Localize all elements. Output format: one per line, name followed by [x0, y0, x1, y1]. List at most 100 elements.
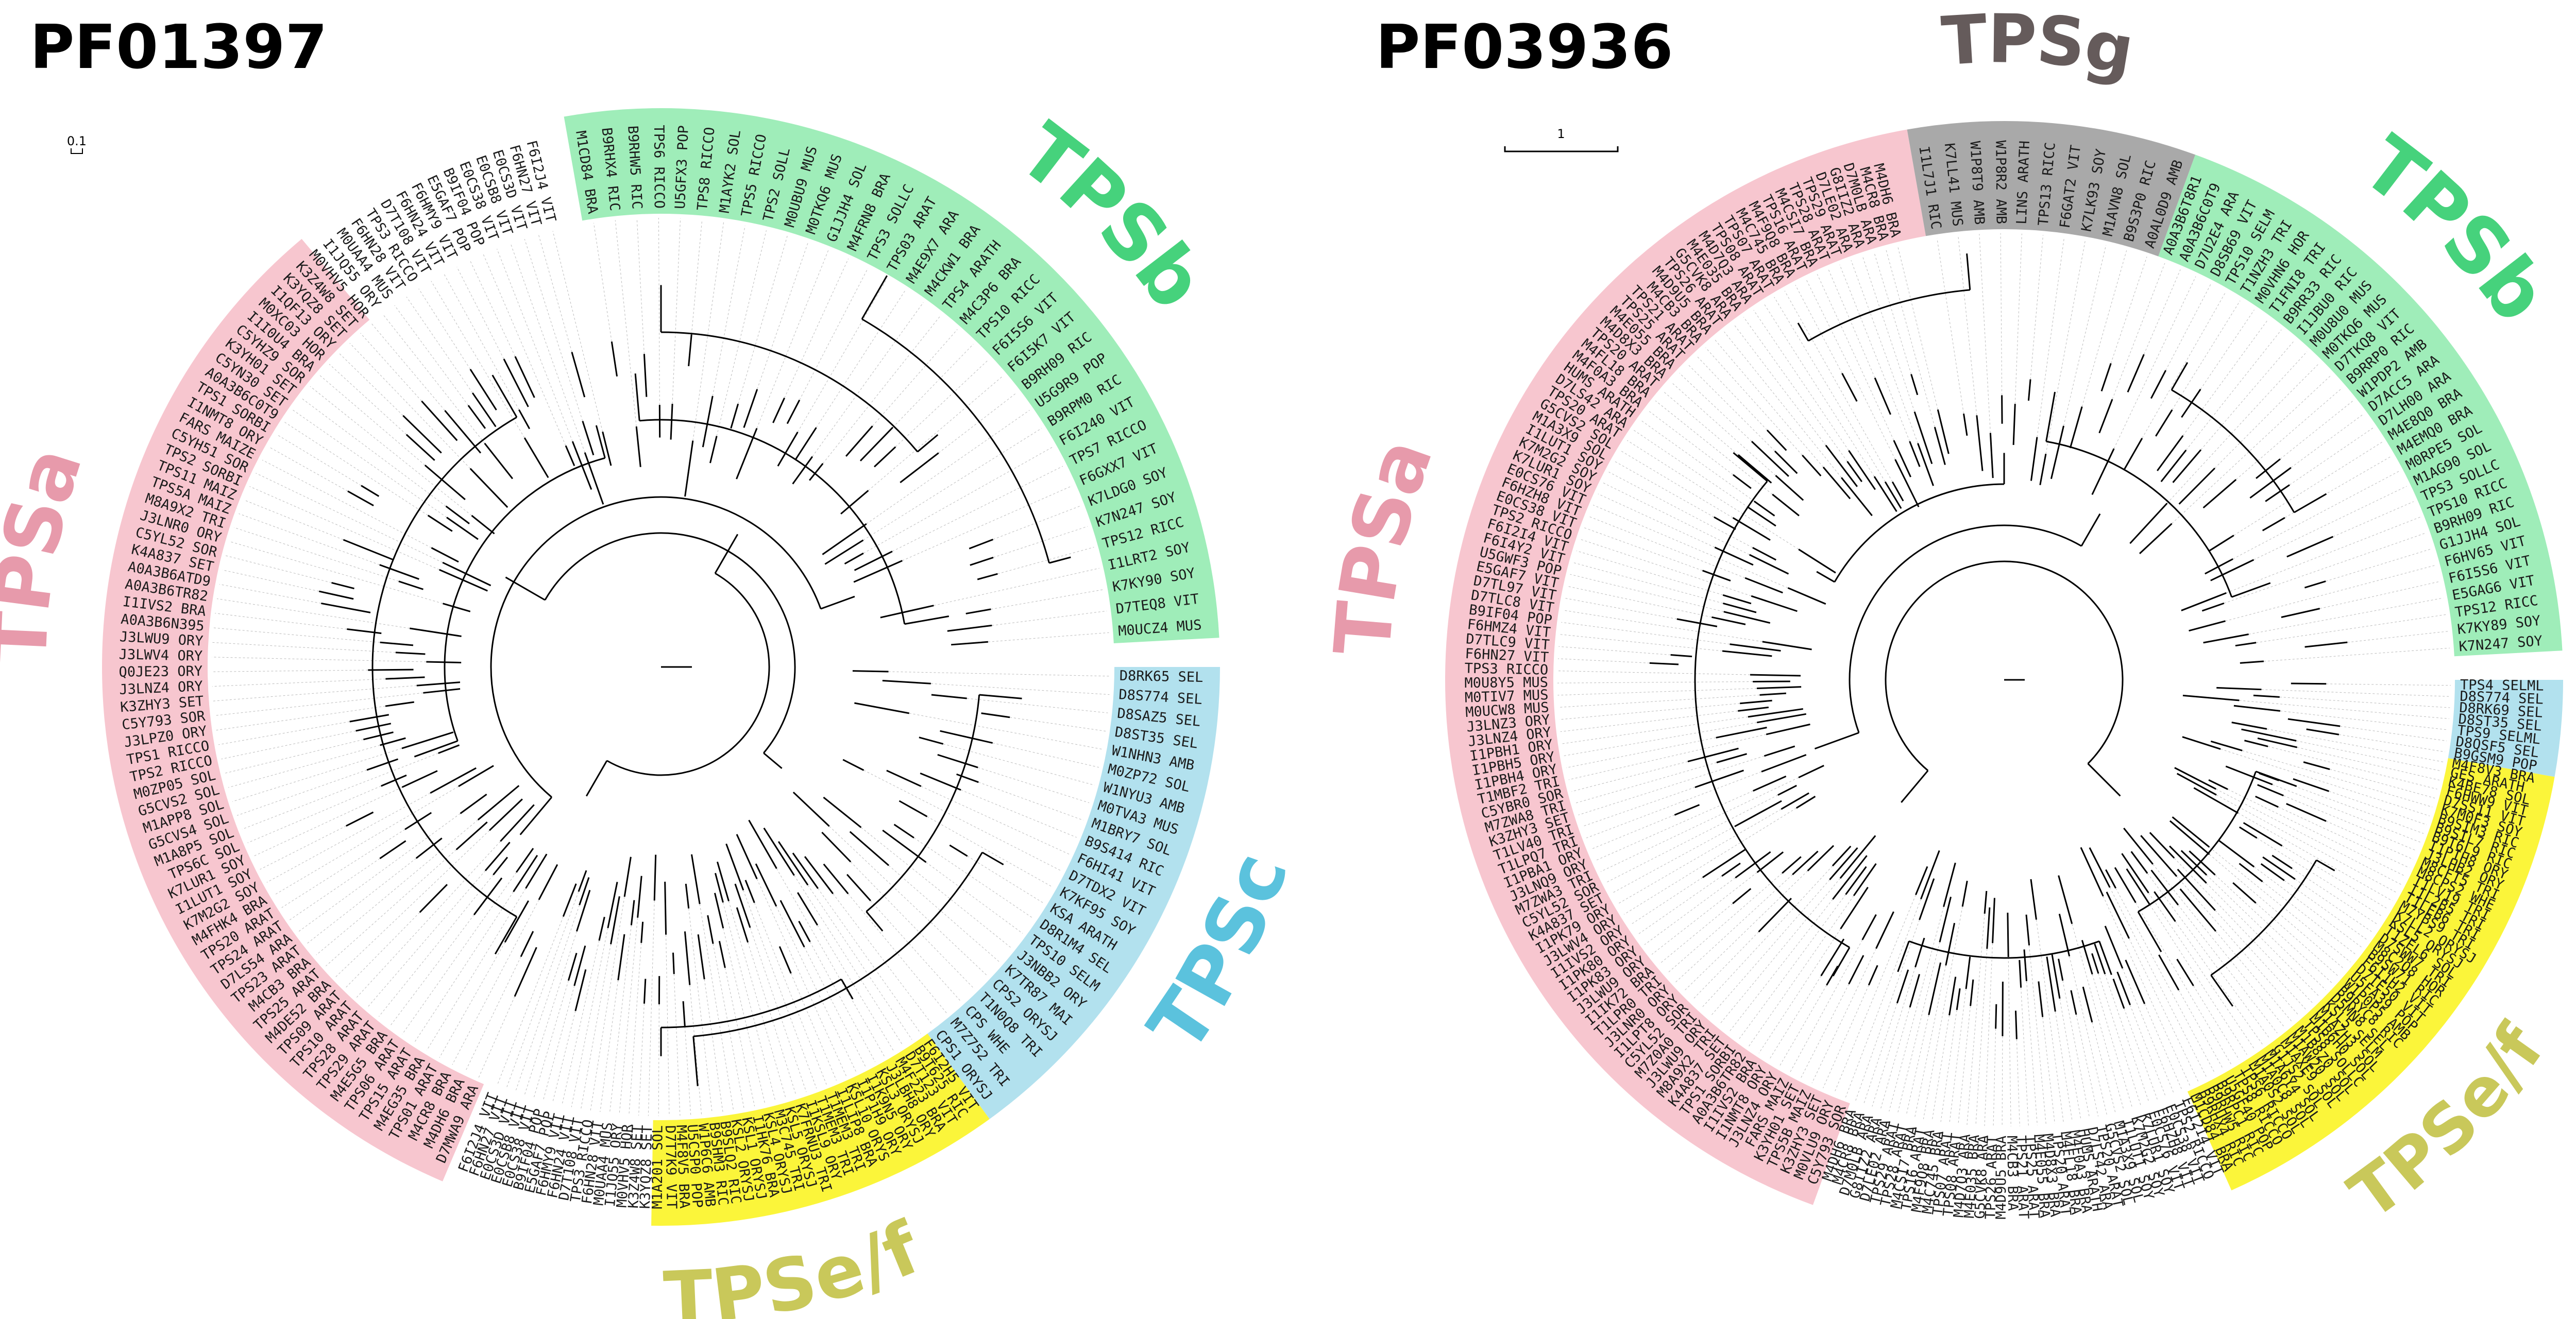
- leaf-guide-line: [2016, 1039, 2020, 1126]
- tree-branch: [488, 798, 523, 831]
- leaf-guide-line: [1738, 894, 1846, 1039]
- tree-branch: [823, 796, 862, 828]
- leaf-label: M1A201 SOL: [650, 1125, 666, 1209]
- tree-branch: [874, 446, 896, 468]
- tree-branch: [2177, 868, 2216, 911]
- leaf-guide-line: [478, 996, 515, 1078]
- leaf-guide-line: [1612, 826, 1735, 894]
- tree-branch: [582, 421, 595, 456]
- leaf-guide-line: [1560, 710, 1738, 732]
- tree-branch: [845, 425, 873, 457]
- tree-branch: [469, 468, 509, 508]
- tree-arc: [639, 419, 906, 624]
- tree-branch: [697, 934, 705, 980]
- leaf-guide-line: [2262, 881, 2357, 955]
- leaf-guide-line: [1733, 324, 1826, 446]
- leaf-guide-line: [829, 826, 988, 976]
- leaf-guide-line: [226, 555, 332, 583]
- leaf-guide-line: [1559, 703, 1740, 720]
- leaf-guide-line: [1667, 873, 1783, 973]
- tree-branch: [684, 931, 691, 985]
- leaf-guide-line: [2209, 847, 2351, 963]
- tree-branch: [714, 893, 724, 929]
- tree-branch: [1874, 378, 1891, 415]
- tree-branch: [1733, 474, 1752, 489]
- leaf-guide-line: [439, 942, 505, 1058]
- leaf-guide-line: [212, 642, 396, 653]
- leaf-label: M4F8V5 BRA: [673, 1125, 692, 1209]
- tree-branch: [882, 679, 931, 684]
- tree-branch: [1753, 775, 1787, 792]
- leaf-guide-line: [1872, 967, 1916, 1107]
- leaf-guide-line: [310, 386, 472, 516]
- leaf-guide-line: [329, 364, 407, 435]
- leaf-guide-line: [1724, 332, 1842, 478]
- tree-branch: [414, 740, 458, 758]
- tree-branch: [514, 356, 535, 398]
- tree-branch: [2104, 926, 2124, 969]
- leaf-guide-line: [2326, 549, 2432, 582]
- leaf-guide-line: [723, 928, 766, 1104]
- leaf-guide-line: [2130, 1004, 2166, 1097]
- tree-branch: [854, 702, 909, 714]
- leaf-guide-line: [1557, 658, 1650, 663]
- tree-branch: [1702, 570, 1731, 581]
- leaf-guide-line: [2045, 241, 2086, 454]
- tree-branch: [798, 920, 811, 943]
- tree-branch: [1723, 603, 1757, 613]
- tree-branch: [893, 824, 914, 838]
- tree-branch: [571, 352, 586, 398]
- tree-branch: [318, 590, 354, 600]
- tree-branch: [1756, 713, 1806, 724]
- tree-branch: [363, 731, 394, 741]
- leaf-guide-line: [2224, 533, 2426, 604]
- tree-branch: [423, 688, 461, 694]
- tree-branch: [1757, 686, 1802, 690]
- leaf-guide-line: [658, 218, 660, 405]
- tree-branch: [714, 872, 724, 903]
- leaf-guide-line: [722, 902, 776, 1102]
- leaf-guide-line: [262, 459, 432, 549]
- tree-branch: [2137, 911, 2162, 952]
- leaf-guide-line: [1582, 787, 1696, 827]
- tree-branch: [1832, 845, 1852, 867]
- leaf-guide-line: [863, 428, 1042, 541]
- tree-branch: [347, 628, 382, 635]
- leaf-guide-line: [2103, 896, 2191, 1086]
- tree-branch: [804, 856, 834, 895]
- tree-branch: [2233, 705, 2281, 712]
- tree-branch: [1984, 890, 1988, 914]
- leaf-guide-line: [1790, 939, 1863, 1072]
- panel-title-right: PF03936: [1376, 11, 1673, 82]
- leaf-guide-line: [609, 925, 632, 1114]
- leaf-guide-line: [756, 879, 847, 1076]
- tree-branch: [518, 409, 531, 430]
- leaf-guide-line: [2232, 471, 2399, 559]
- tree-branch: [421, 400, 458, 441]
- leaf-guide-line: [1696, 355, 1768, 431]
- leaf-guide-line: [713, 944, 744, 1109]
- leaf-guide-line: [1774, 297, 1886, 482]
- tree-branch: [1734, 800, 1782, 827]
- tree-branch: [777, 432, 799, 467]
- tree-branch: [2082, 986, 2093, 1023]
- tree-branch: [611, 341, 618, 377]
- tree-branch: [1750, 674, 1801, 677]
- leaf-guide-line: [269, 447, 348, 492]
- tree-branch: [598, 917, 605, 941]
- leaf-guide-line: [895, 359, 989, 448]
- tree-branch: [2058, 875, 2073, 924]
- tree-branch: [823, 863, 849, 895]
- leaf-guide-line: [2142, 292, 2226, 439]
- leaf-guide-line: [2215, 875, 2332, 984]
- tree-branch: [366, 758, 399, 771]
- tree-branch: [2208, 779, 2228, 790]
- leaf-guide-line: [216, 706, 386, 731]
- leaf-guide-line: [960, 790, 1077, 838]
- clade-band-tpsc: [2448, 680, 2563, 777]
- tree-branch: [1749, 554, 1789, 575]
- leaf-guide-line: [1729, 899, 1833, 1032]
- tree-branch: [981, 851, 1004, 866]
- clade-label-tpsa: TPSa: [0, 437, 99, 666]
